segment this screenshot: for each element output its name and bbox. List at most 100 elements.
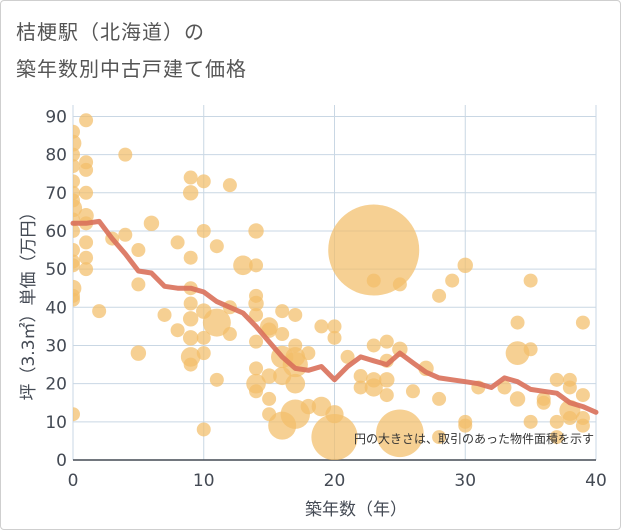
- data-bubble: [505, 341, 530, 366]
- data-bubble: [170, 323, 185, 338]
- data-bubble: [575, 388, 590, 403]
- data-bubble: [248, 223, 264, 239]
- data-bubble: [301, 346, 316, 361]
- data-bubble: [73, 124, 80, 139]
- x-tick-label: 20: [324, 471, 346, 491]
- data-bubble: [300, 398, 317, 415]
- data-bubble: [249, 384, 264, 399]
- data-bubble: [233, 255, 253, 276]
- data-bubble: [562, 411, 577, 426]
- data-bubble: [222, 327, 237, 342]
- data-bubble: [73, 407, 80, 422]
- data-bubble: [196, 330, 211, 345]
- data-bubble: [314, 319, 329, 334]
- x-tick-label: 10: [193, 471, 215, 491]
- data-bubble: [392, 277, 407, 292]
- data-bubble: [458, 418, 473, 433]
- data-bubble: [497, 380, 512, 395]
- y-tick-label: 20: [45, 375, 67, 395]
- data-bubble: [432, 430, 447, 445]
- data-bubble: [575, 315, 590, 330]
- data-bubble: [549, 430, 564, 445]
- x-tick-labels: 0 10 20 30 40: [68, 471, 607, 491]
- y-tick-label: 0: [56, 451, 67, 471]
- data-bubble: [209, 239, 224, 254]
- data-bubble: [196, 422, 211, 437]
- data-bubble: [340, 349, 355, 364]
- data-bubble: [366, 273, 381, 288]
- data-bubble: [288, 307, 303, 322]
- data-bubble: [249, 258, 264, 273]
- data-bubble: [261, 368, 277, 384]
- data-bubble: [202, 308, 231, 337]
- y-tick-label: 40: [45, 298, 67, 318]
- data-bubble: [73, 185, 80, 200]
- chart-title-line-2: 築年数別中古戸建て価格: [16, 57, 247, 81]
- size-note: 円の大きさは、取引のあった物件面積を示す: [354, 431, 594, 446]
- data-bubble: [79, 113, 94, 128]
- data-bubble: [73, 279, 82, 297]
- data-bubble: [131, 243, 146, 258]
- data-bubble: [182, 330, 199, 346]
- y-tick-label: 30: [45, 336, 67, 356]
- data-bubble: [131, 277, 146, 292]
- data-bubble: [549, 414, 564, 429]
- data-bubble: [183, 250, 198, 265]
- data-bubble: [364, 378, 383, 397]
- y-axis-label: 坪（3.3㎡）単価（万円）: [19, 203, 39, 400]
- data-bubble: [379, 372, 395, 388]
- data-bubble: [509, 391, 526, 407]
- chart-title: 桔梗駅（北海道）の 築年数別中古戸建て価格: [16, 14, 247, 88]
- data-bubble: [549, 372, 564, 387]
- data-bubble: [92, 304, 107, 319]
- data-bubble: [248, 295, 264, 312]
- data-bubble: [285, 373, 306, 394]
- x-tick-label: 30: [454, 471, 476, 491]
- data-bubble: [182, 185, 199, 201]
- data-bubble: [73, 159, 80, 174]
- data-bubble: [196, 223, 211, 238]
- chart-title-line-1: 桔梗駅（北海道）の: [16, 20, 205, 44]
- data-bubble: [353, 380, 368, 395]
- data-bubble: [130, 345, 147, 361]
- data-bubble: [366, 338, 381, 353]
- data-bubble: [196, 174, 211, 189]
- data-bubble: [73, 223, 80, 238]
- data-bubble: [182, 311, 199, 327]
- data-bubble: [523, 273, 538, 288]
- data-bubble: [405, 384, 420, 399]
- x-axis-label: 築年数（年）: [305, 500, 407, 520]
- data-bubble: [275, 327, 290, 342]
- y-tick-label: 10: [45, 413, 67, 433]
- data-bubble: [275, 304, 290, 319]
- data-bubble: [327, 319, 342, 334]
- data-bubble: [379, 334, 394, 349]
- data-bubble: [118, 227, 133, 242]
- data-bubble: [328, 204, 420, 296]
- x-tick-label: 0: [68, 471, 79, 491]
- y-tick-label: 60: [45, 222, 67, 242]
- data-bubble: [376, 409, 424, 458]
- data-bubble: [575, 418, 590, 433]
- data-bubble: [79, 250, 94, 265]
- data-bubble: [183, 296, 198, 311]
- data-bubble: [157, 307, 172, 322]
- data-bubble: [183, 170, 198, 185]
- data-bubble: [523, 414, 538, 429]
- data-bubble: [79, 235, 94, 250]
- data-bubble: [73, 174, 80, 189]
- y-tick-label: 70: [45, 184, 67, 204]
- data-bubble: [353, 369, 368, 384]
- data-bubble: [562, 380, 577, 395]
- data-bubble: [79, 262, 94, 277]
- y-tick-labels: 0 10 20 30 40 50 60 70 80 90: [45, 107, 67, 471]
- data-bubble: [118, 147, 133, 162]
- data-bubble: [311, 414, 358, 460]
- data-bubble: [432, 288, 447, 303]
- data-bubble: [196, 346, 211, 361]
- data-bubble: [510, 315, 525, 330]
- data-bubble: [379, 388, 394, 403]
- data-bubble: [249, 307, 264, 322]
- data-bubble: [73, 134, 82, 152]
